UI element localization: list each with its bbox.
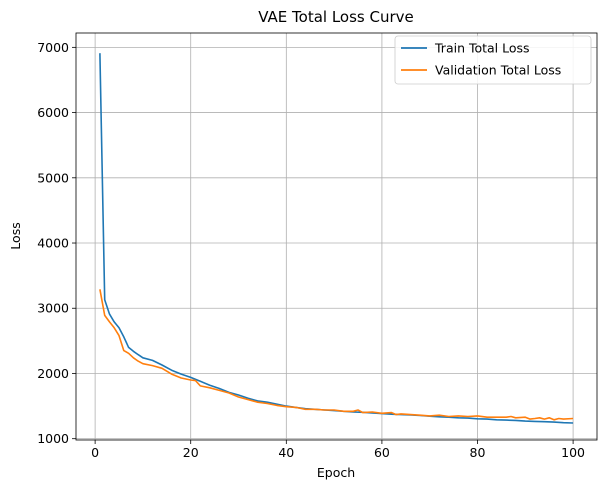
- tick-layer: 0 20 40 60 80 100 1000 2000 3000 4000 5000 6000 7000: [37, 40, 585, 460]
- y-tick-label: 3000: [37, 301, 69, 316]
- legend: Train Total Loss Validation Total Loss: [394, 35, 592, 85]
- y-tick-label: 4000: [37, 236, 69, 251]
- x-tick-label: 80: [470, 445, 486, 460]
- x-tick-label: 20: [183, 445, 199, 460]
- x-tick-label: 100: [561, 445, 585, 460]
- y-tick-label: 1000: [37, 431, 69, 446]
- series-line-1: [99, 53, 574, 424]
- x-tick-label: 60: [374, 445, 390, 460]
- series-line-2: [99, 289, 574, 421]
- x-tick-label: 0: [91, 445, 99, 460]
- chart-title: VAE Total Loss Curve: [258, 8, 414, 26]
- y-tick-label: 7000: [37, 40, 69, 55]
- y-tick-label: 5000: [37, 170, 69, 185]
- grid-layer: [76, 33, 597, 440]
- x-axis-label: Epoch: [317, 465, 355, 480]
- series-layer: [99, 53, 574, 424]
- legend-label: Validation Total Loss: [435, 63, 561, 78]
- y-tick-label: 2000: [37, 366, 69, 381]
- y-axis-label: Loss: [8, 222, 23, 249]
- x-tick-label: 40: [278, 445, 294, 460]
- legend-frame: [394, 35, 592, 85]
- legend-label: Train Total Loss: [434, 41, 530, 56]
- plot-area-frame: [75, 32, 598, 441]
- y-tick-label: 6000: [37, 105, 69, 120]
